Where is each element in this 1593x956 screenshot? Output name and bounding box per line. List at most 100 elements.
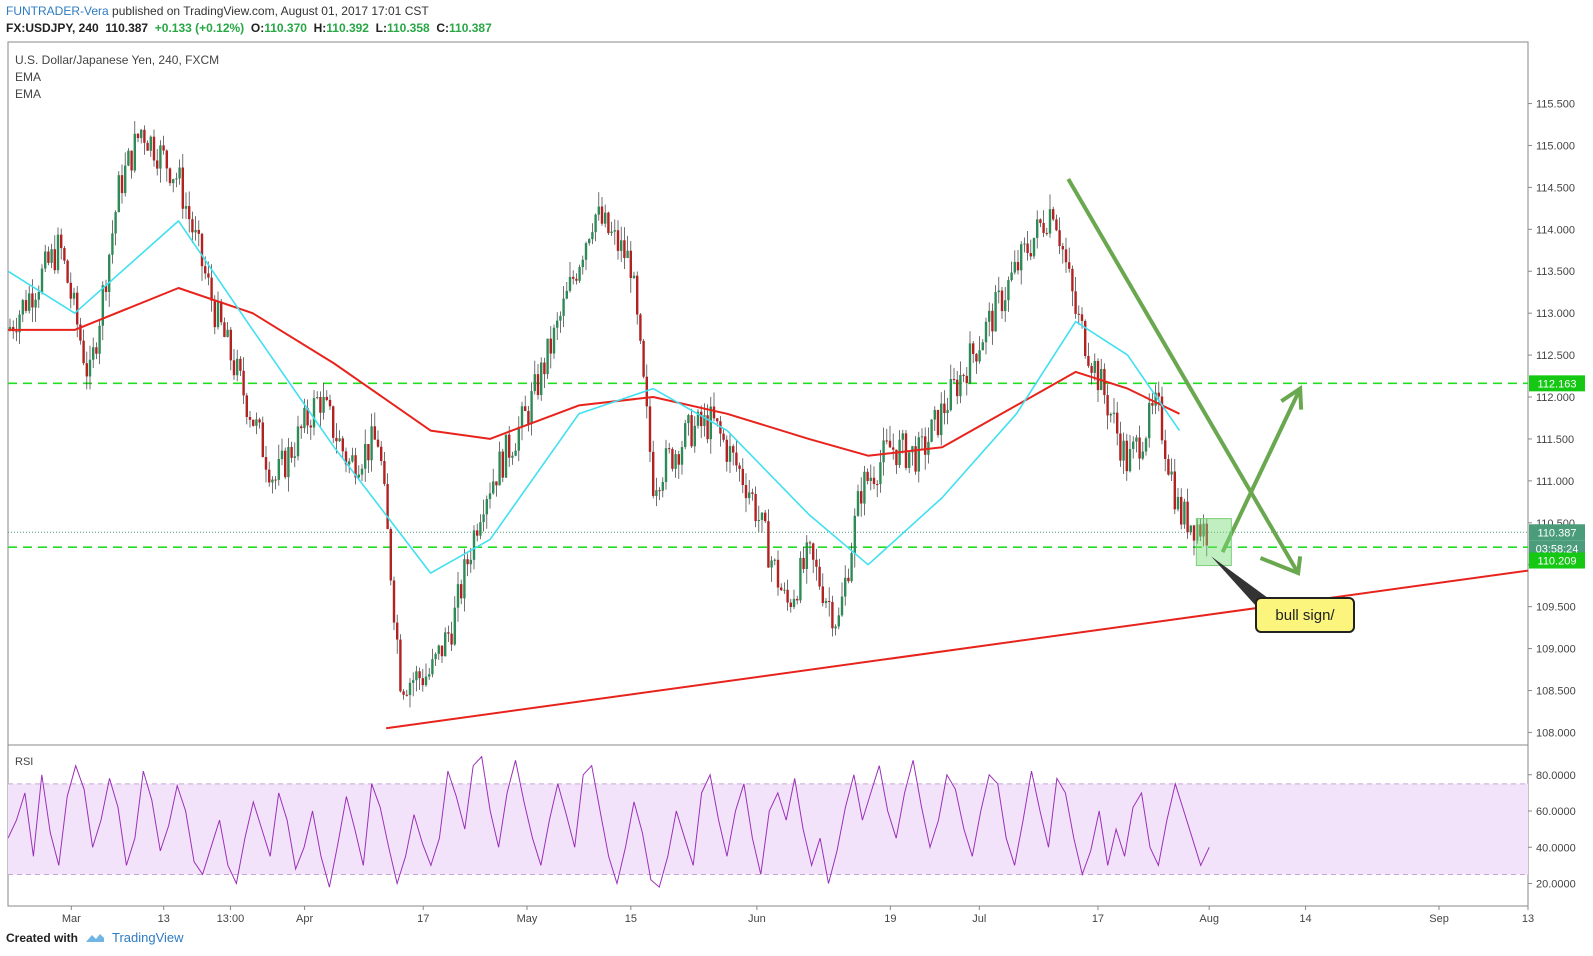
highlight-box — [1195, 518, 1232, 567]
candle-body — [37, 291, 40, 300]
candle-body — [1160, 396, 1164, 441]
candle-body — [968, 343, 972, 384]
candle-body — [485, 499, 488, 515]
published-text: published on TradingView.com, August 01,… — [112, 4, 429, 18]
candle-body — [1042, 222, 1045, 233]
candle-body — [178, 167, 181, 179]
candle-body — [149, 136, 152, 151]
candle-body — [63, 248, 66, 261]
candle-body — [1058, 230, 1061, 247]
candle-body — [818, 566, 821, 587]
candle-body — [319, 397, 322, 413]
candle-body — [687, 415, 690, 424]
candle-body — [524, 406, 527, 411]
candle-body — [415, 671, 418, 681]
candle-body — [533, 374, 536, 392]
candle-body — [184, 206, 188, 209]
candle-body — [1135, 437, 1138, 442]
candle-body — [808, 542, 812, 544]
candle-body — [536, 374, 540, 396]
candle-body — [946, 410, 949, 414]
last-price-tag-bg — [1529, 524, 1585, 541]
candle-body — [95, 347, 98, 354]
candle-body — [975, 353, 978, 362]
callout-box — [1255, 597, 1355, 633]
price-tick-label: 113.500 — [1536, 266, 1575, 278]
candle-body — [847, 577, 850, 582]
candle-body — [588, 239, 591, 244]
candle-body — [668, 448, 671, 450]
candle-body — [604, 212, 607, 224]
candle-body — [447, 632, 450, 634]
candle-body — [802, 557, 805, 569]
candle-body — [389, 529, 392, 581]
candle-body — [1196, 524, 1199, 541]
candle-body — [156, 160, 159, 169]
candle-body — [396, 622, 399, 640]
rsi-tick-label: 40.0000 — [1536, 842, 1576, 854]
candle-body — [338, 438, 341, 442]
tradingview-brand[interactable]: TradingView — [112, 930, 184, 945]
price-tick-label: 108.500 — [1536, 685, 1576, 697]
symbol-info: FX:USDJPY, 240 110.387 +0.133 (+0.12%) O… — [6, 21, 492, 35]
candle-body — [127, 150, 130, 166]
candle-body — [373, 426, 376, 440]
candle-body — [575, 278, 578, 281]
candle-body — [431, 659, 434, 675]
candle-body — [738, 465, 741, 469]
candle-body — [943, 403, 946, 414]
candle-body — [421, 678, 424, 686]
candle-body — [844, 577, 847, 597]
price-tick-label: 111.500 — [1536, 434, 1574, 446]
candle-body — [616, 230, 620, 251]
candle-body — [530, 391, 533, 424]
candle-body — [200, 233, 204, 267]
candle-body — [1026, 243, 1029, 254]
candle-body — [879, 462, 882, 485]
candle-body — [696, 411, 700, 426]
candle-body — [876, 484, 879, 486]
author-link[interactable]: FUNTRADER-Vera — [6, 4, 109, 18]
candle-body — [399, 639, 402, 692]
candle-body — [613, 230, 616, 232]
low-value: 110.358 — [386, 21, 430, 35]
candle-body — [664, 448, 668, 483]
candle-body — [15, 331, 18, 333]
candle-body — [770, 560, 773, 568]
legend-ema-2: EMA — [15, 87, 41, 101]
candle-body — [476, 530, 479, 536]
candle-body — [1109, 413, 1112, 416]
candle-body — [559, 315, 562, 321]
candle-body — [831, 602, 834, 629]
candle-body — [924, 436, 927, 455]
time-tick-label: Jun — [748, 913, 766, 925]
candle-body — [1112, 412, 1116, 414]
candle-body — [303, 407, 306, 429]
candle-body — [597, 206, 600, 215]
candle-body — [700, 411, 703, 427]
candle-body — [623, 240, 626, 259]
footer: Created with TradingView — [6, 930, 184, 945]
candle-body — [469, 559, 472, 565]
candle-body — [450, 633, 453, 645]
candle-body — [88, 359, 92, 377]
candle-body — [280, 450, 284, 459]
candle-body — [181, 167, 184, 209]
candle-body — [1096, 360, 1100, 391]
candle-body — [1004, 300, 1007, 312]
candle-body — [271, 479, 274, 483]
candle-body — [712, 406, 716, 419]
candle-body — [287, 447, 290, 478]
candle-body — [114, 212, 117, 234]
candle-body — [306, 407, 309, 426]
candle-body — [1138, 437, 1141, 459]
candle-body — [92, 347, 95, 360]
candle-body — [488, 493, 492, 500]
candle-body — [767, 521, 770, 568]
candle-body — [1052, 209, 1055, 220]
candle-body — [466, 559, 469, 565]
candle-body — [8, 327, 12, 330]
candle-body — [242, 370, 245, 396]
candle-body — [885, 440, 888, 442]
